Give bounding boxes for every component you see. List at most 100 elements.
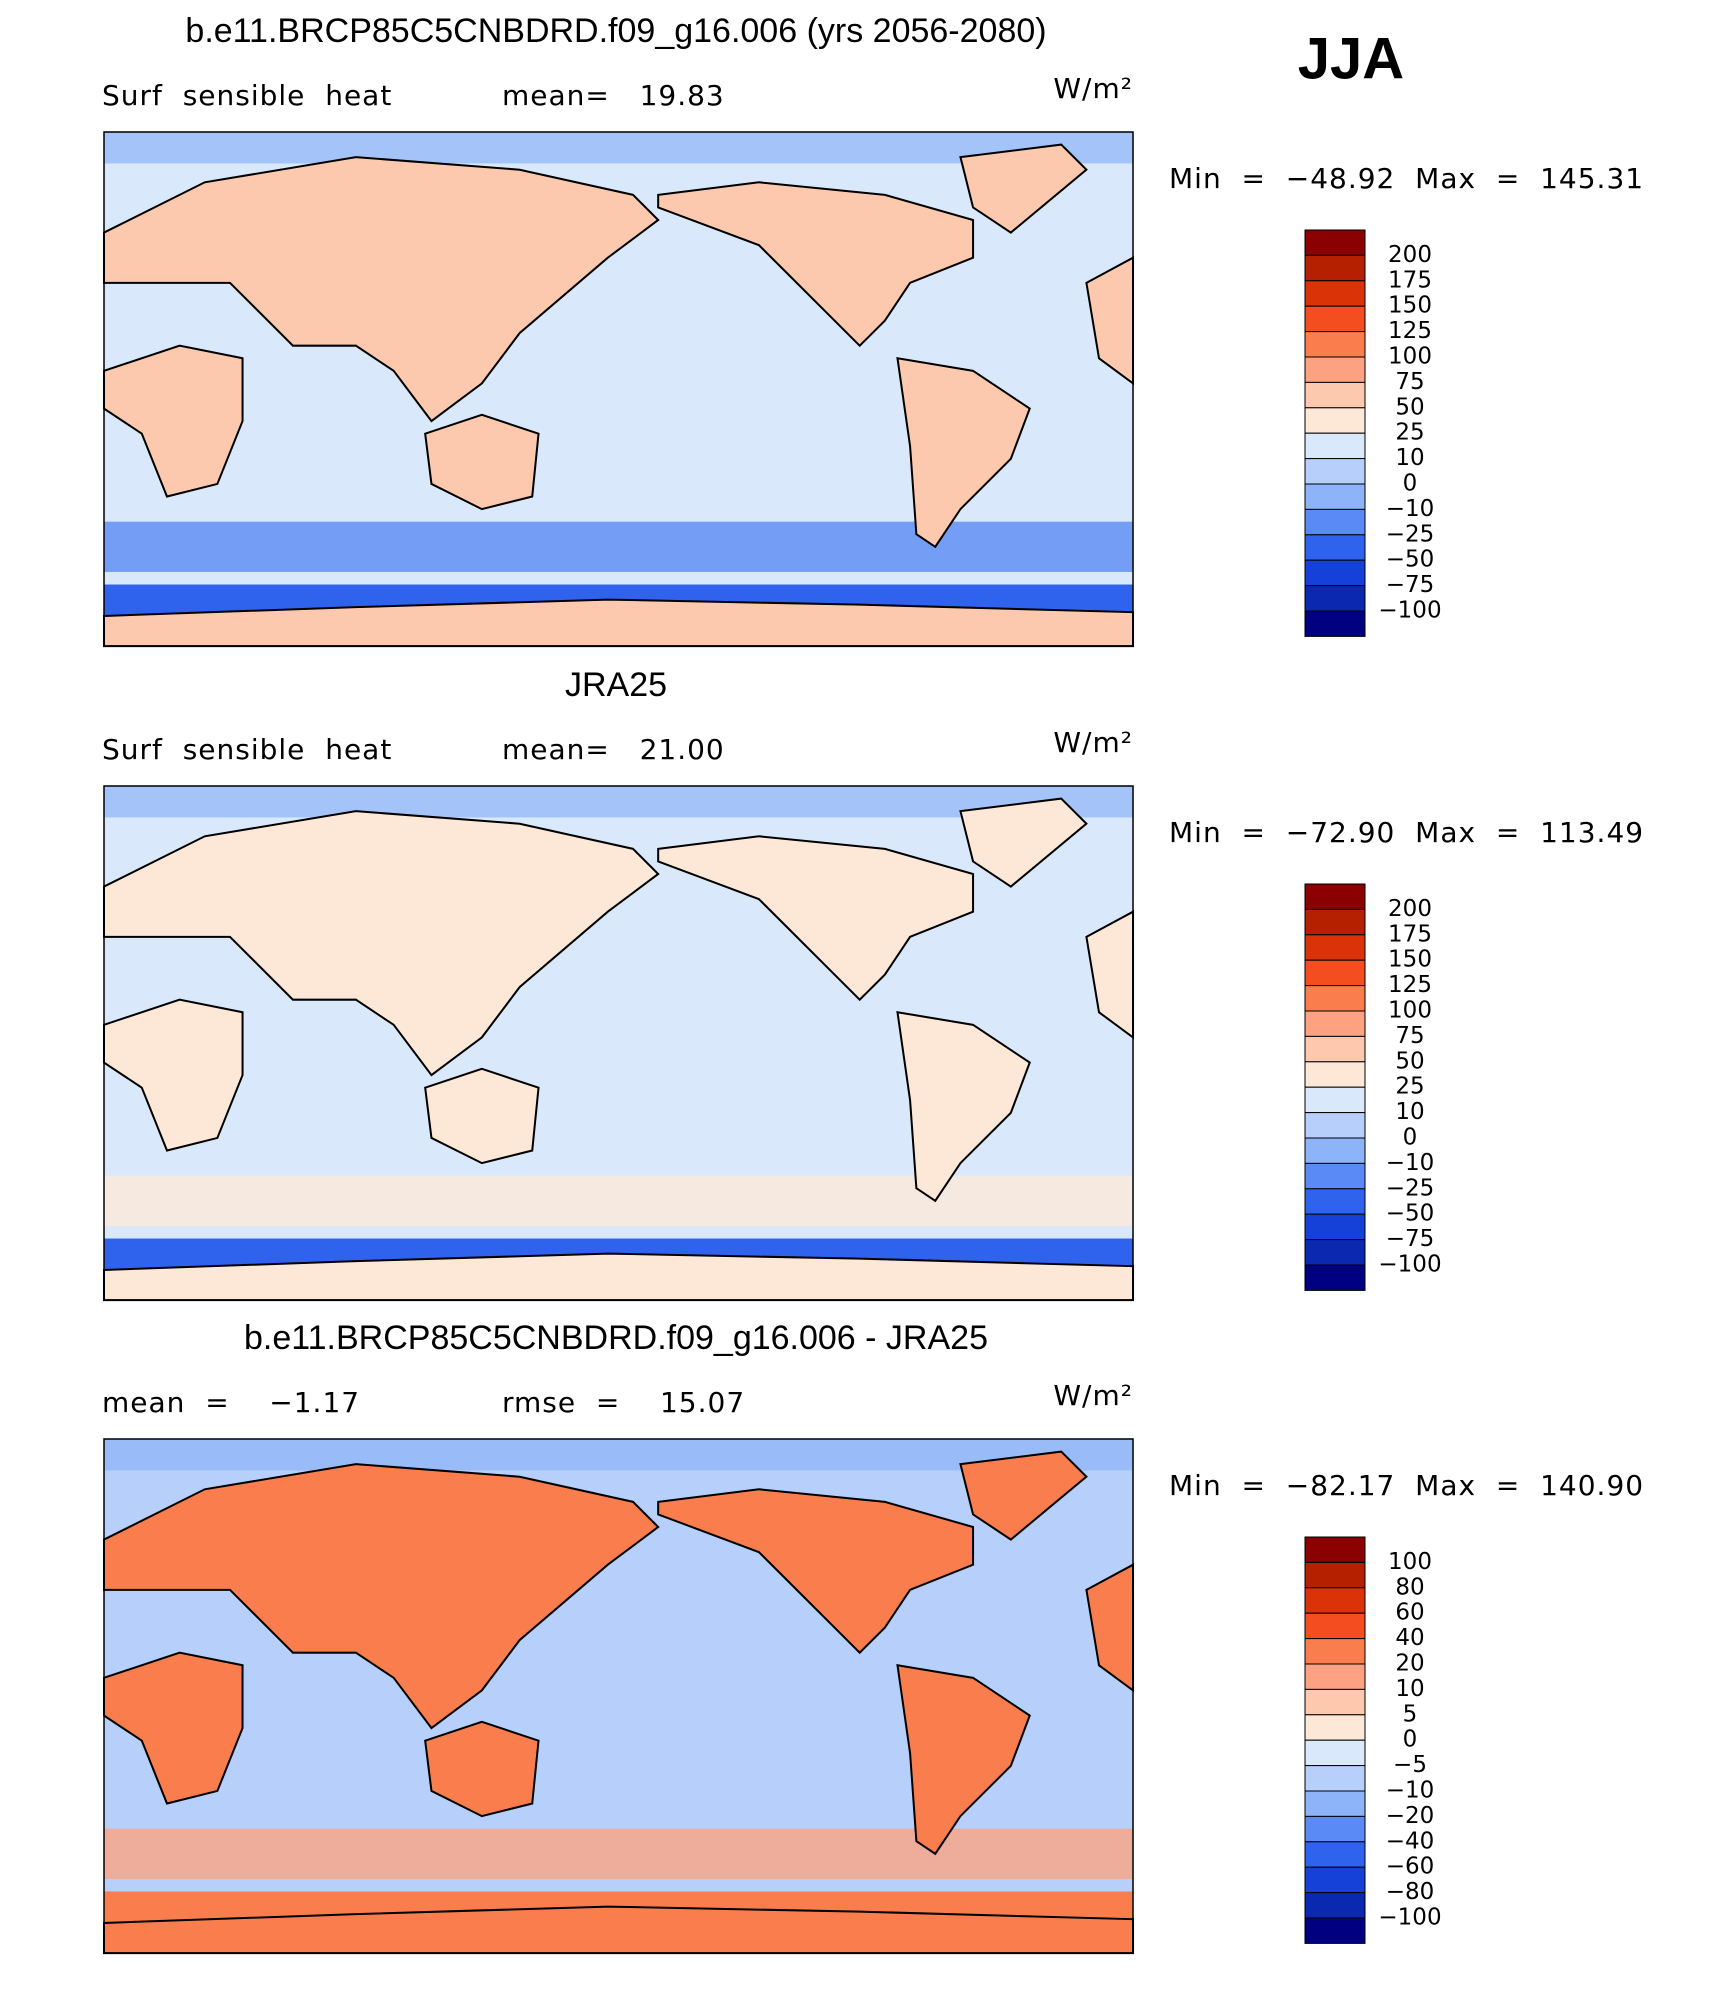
colorbar-box [1304,331,1366,358]
colorbar-label: −100 [1378,598,1441,624]
right-label: mean= 19.83 [502,79,725,112]
colorbar-box [1304,1739,1366,1767]
colorbar-box [1304,1137,1366,1164]
right-label: rmse = 15.07 [502,1386,745,1419]
colorbar-label: 125 [1388,318,1432,344]
colorbar-label: 60 [1395,1600,1424,1626]
right-label: mean= 21.00 [502,733,725,766]
colorbar-box [1304,908,1366,936]
colorbar-label: 100 [1388,998,1432,1024]
colorbar-label: 175 [1388,267,1432,293]
colorbar-label: 100 [1388,344,1432,370]
colorbar-box [1304,1536,1366,1563]
colorbar-box [1304,1264,1366,1291]
colorbar-box [1304,407,1366,434]
colorbar-box [1304,1790,1366,1817]
colorbar-label: 175 [1388,921,1432,947]
colorbar-box [1304,1112,1366,1139]
colorbar-label: −75 [1386,1226,1435,1252]
colorbar-box [1304,381,1366,409]
colorbar-box [1304,934,1366,961]
colorbar-box [1304,356,1366,383]
colorbar-label: 25 [1395,420,1424,446]
colorbar-label: −10 [1386,496,1435,522]
colorbar-label: −100 [1378,1905,1441,1931]
map [102,131,1135,648]
colorbar-box [1304,508,1366,536]
colorbar-label: −10 [1386,1778,1435,1804]
panel-title: b.e11.BRCP85C5CNBDRD.f09_g16.006 (yrs 20… [185,12,1046,50]
panel-title: JRA25 [565,666,667,704]
colorbar-label: 10 [1395,1099,1424,1125]
ocean-band [104,1828,1134,1879]
colorbar-label: 40 [1395,1625,1424,1651]
colorbar-label: −50 [1386,1201,1435,1227]
colorbar-label: 25 [1395,1074,1424,1100]
colorbar-label: −25 [1386,521,1435,547]
colorbar-label: −80 [1386,1879,1435,1905]
colorbar-label: −75 [1386,572,1435,598]
season-label: JJA [1298,26,1404,91]
colorbar-label: −10 [1386,1150,1435,1176]
colorbar-label: 10 [1395,445,1424,471]
colorbar-box [1304,1688,1366,1716]
colorbar-label: −20 [1386,1803,1435,1829]
colorbar-box [1304,1815,1366,1843]
colorbar-label: 0 [1403,1727,1418,1753]
colorbar-box [1304,559,1366,587]
colorbar-box [1304,1061,1366,1088]
colorbar-box [1304,1561,1366,1589]
units: W/m² [1053,72,1133,105]
colorbar-label: 75 [1395,369,1424,395]
colorbar-label: 200 [1388,242,1432,268]
map [102,1438,1135,1955]
colorbar-label: 150 [1388,947,1432,973]
colorbar-label: 50 [1395,1048,1424,1074]
colorbar-box [1304,1765,1366,1792]
colorbar-box [1304,985,1366,1012]
colorbar-box [1304,1917,1366,1944]
colorbar-box [1304,1866,1366,1894]
colorbar-box [1304,585,1366,612]
colorbar-box [1304,1010,1366,1037]
map-frame [103,1438,1134,1954]
colorbar-box [1304,1587,1366,1614]
colorbar-box [1304,959,1366,987]
colorbar-label: −60 [1386,1854,1435,1880]
panel-title: b.e11.BRCP85C5CNBDRD.f09_g16.006 - JRA25 [244,1319,988,1357]
left-label: Surf sensible heat [102,733,392,766]
units: W/m² [1053,726,1133,759]
colorbar-box [1304,1638,1366,1665]
colorbar-box [1304,534,1366,561]
colorbar-box [1304,1612,1366,1640]
colorbar-label: 100 [1388,1549,1432,1575]
colorbar-label: −5 [1393,1752,1427,1778]
colorbar-box [1304,883,1366,910]
left-label: Surf sensible heat [102,79,392,112]
colorbar-box [1304,254,1366,282]
colorbar-label: −40 [1386,1828,1435,1854]
map-frame [103,131,1134,647]
ocean-band [104,1175,1134,1226]
min-max: Min = −48.92 Max = 145.31 [1169,162,1644,195]
panel: b.e11.BRCP85C5CNBDRD.f09_g16.006 - JRA25… [102,1319,1643,1955]
colorbar-label: 5 [1403,1701,1418,1727]
colorbar-label: −100 [1378,1252,1441,1278]
map [102,785,1135,1302]
colorbar-box [1304,458,1366,485]
ocean-band [104,521,1134,572]
colorbar-label: 150 [1388,293,1432,319]
colorbar-box [1304,1714,1366,1741]
colorbar-label: 125 [1388,972,1432,998]
colorbar-box [1304,483,1366,510]
colorbar-box [1304,1663,1366,1690]
colorbar-label: 80 [1395,1574,1424,1600]
colorbar-label: 200 [1388,896,1432,922]
colorbar-label: −50 [1386,547,1435,573]
colorbar-box [1304,1086,1366,1114]
panel: JRA25 Surf sensible heat mean= 21.00 W/m² Mi… [102,666,1643,1302]
colorbar-box [1304,229,1366,256]
colorbar-box [1304,1162,1366,1190]
colorbar-box [1304,280,1366,307]
colorbar-label: 75 [1395,1023,1424,1049]
